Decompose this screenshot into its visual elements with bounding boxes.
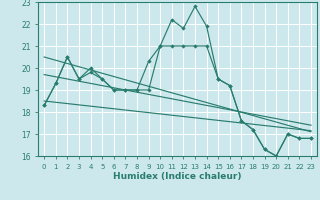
X-axis label: Humidex (Indice chaleur): Humidex (Indice chaleur) [113, 172, 242, 181]
